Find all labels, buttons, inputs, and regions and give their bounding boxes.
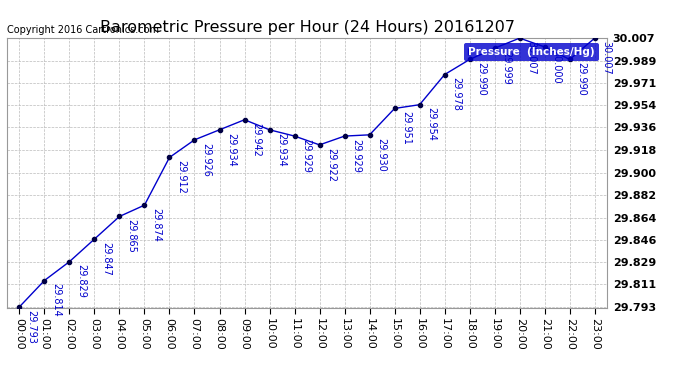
Text: 29.929: 29.929 (351, 139, 362, 173)
Text: 29.929: 29.929 (302, 139, 311, 173)
Text: 29.999: 29.999 (502, 51, 511, 85)
Text: 29.934: 29.934 (277, 133, 286, 166)
Text: 30.007: 30.007 (602, 41, 611, 75)
Text: 29.814: 29.814 (51, 283, 61, 317)
Text: 29.990: 29.990 (577, 62, 586, 96)
Text: 29.954: 29.954 (426, 108, 437, 141)
Text: 29.922: 29.922 (326, 148, 337, 182)
Text: 29.990: 29.990 (477, 62, 486, 96)
Text: 30.007: 30.007 (526, 41, 537, 75)
Text: 29.847: 29.847 (101, 242, 111, 276)
Text: 29.912: 29.912 (177, 160, 186, 194)
Text: 29.934: 29.934 (226, 133, 237, 166)
Text: 29.930: 29.930 (377, 138, 386, 171)
Text: 29.926: 29.926 (201, 142, 211, 177)
Legend: Pressure  (Inches/Hg): Pressure (Inches/Hg) (464, 43, 599, 61)
Text: 29.874: 29.874 (151, 208, 161, 242)
Text: 29.951: 29.951 (402, 111, 411, 145)
Text: 29.829: 29.829 (77, 264, 86, 298)
Text: 29.793: 29.793 (26, 310, 37, 344)
Text: 29.942: 29.942 (251, 123, 262, 156)
Text: 29.865: 29.865 (126, 219, 137, 253)
Title: Barometric Pressure per Hour (24 Hours) 20161207: Barometric Pressure per Hour (24 Hours) … (99, 20, 515, 35)
Text: 29.978: 29.978 (451, 77, 462, 111)
Text: Copyright 2016 Cartronics.com: Copyright 2016 Cartronics.com (7, 25, 159, 35)
Text: 30.000: 30.000 (551, 50, 562, 83)
